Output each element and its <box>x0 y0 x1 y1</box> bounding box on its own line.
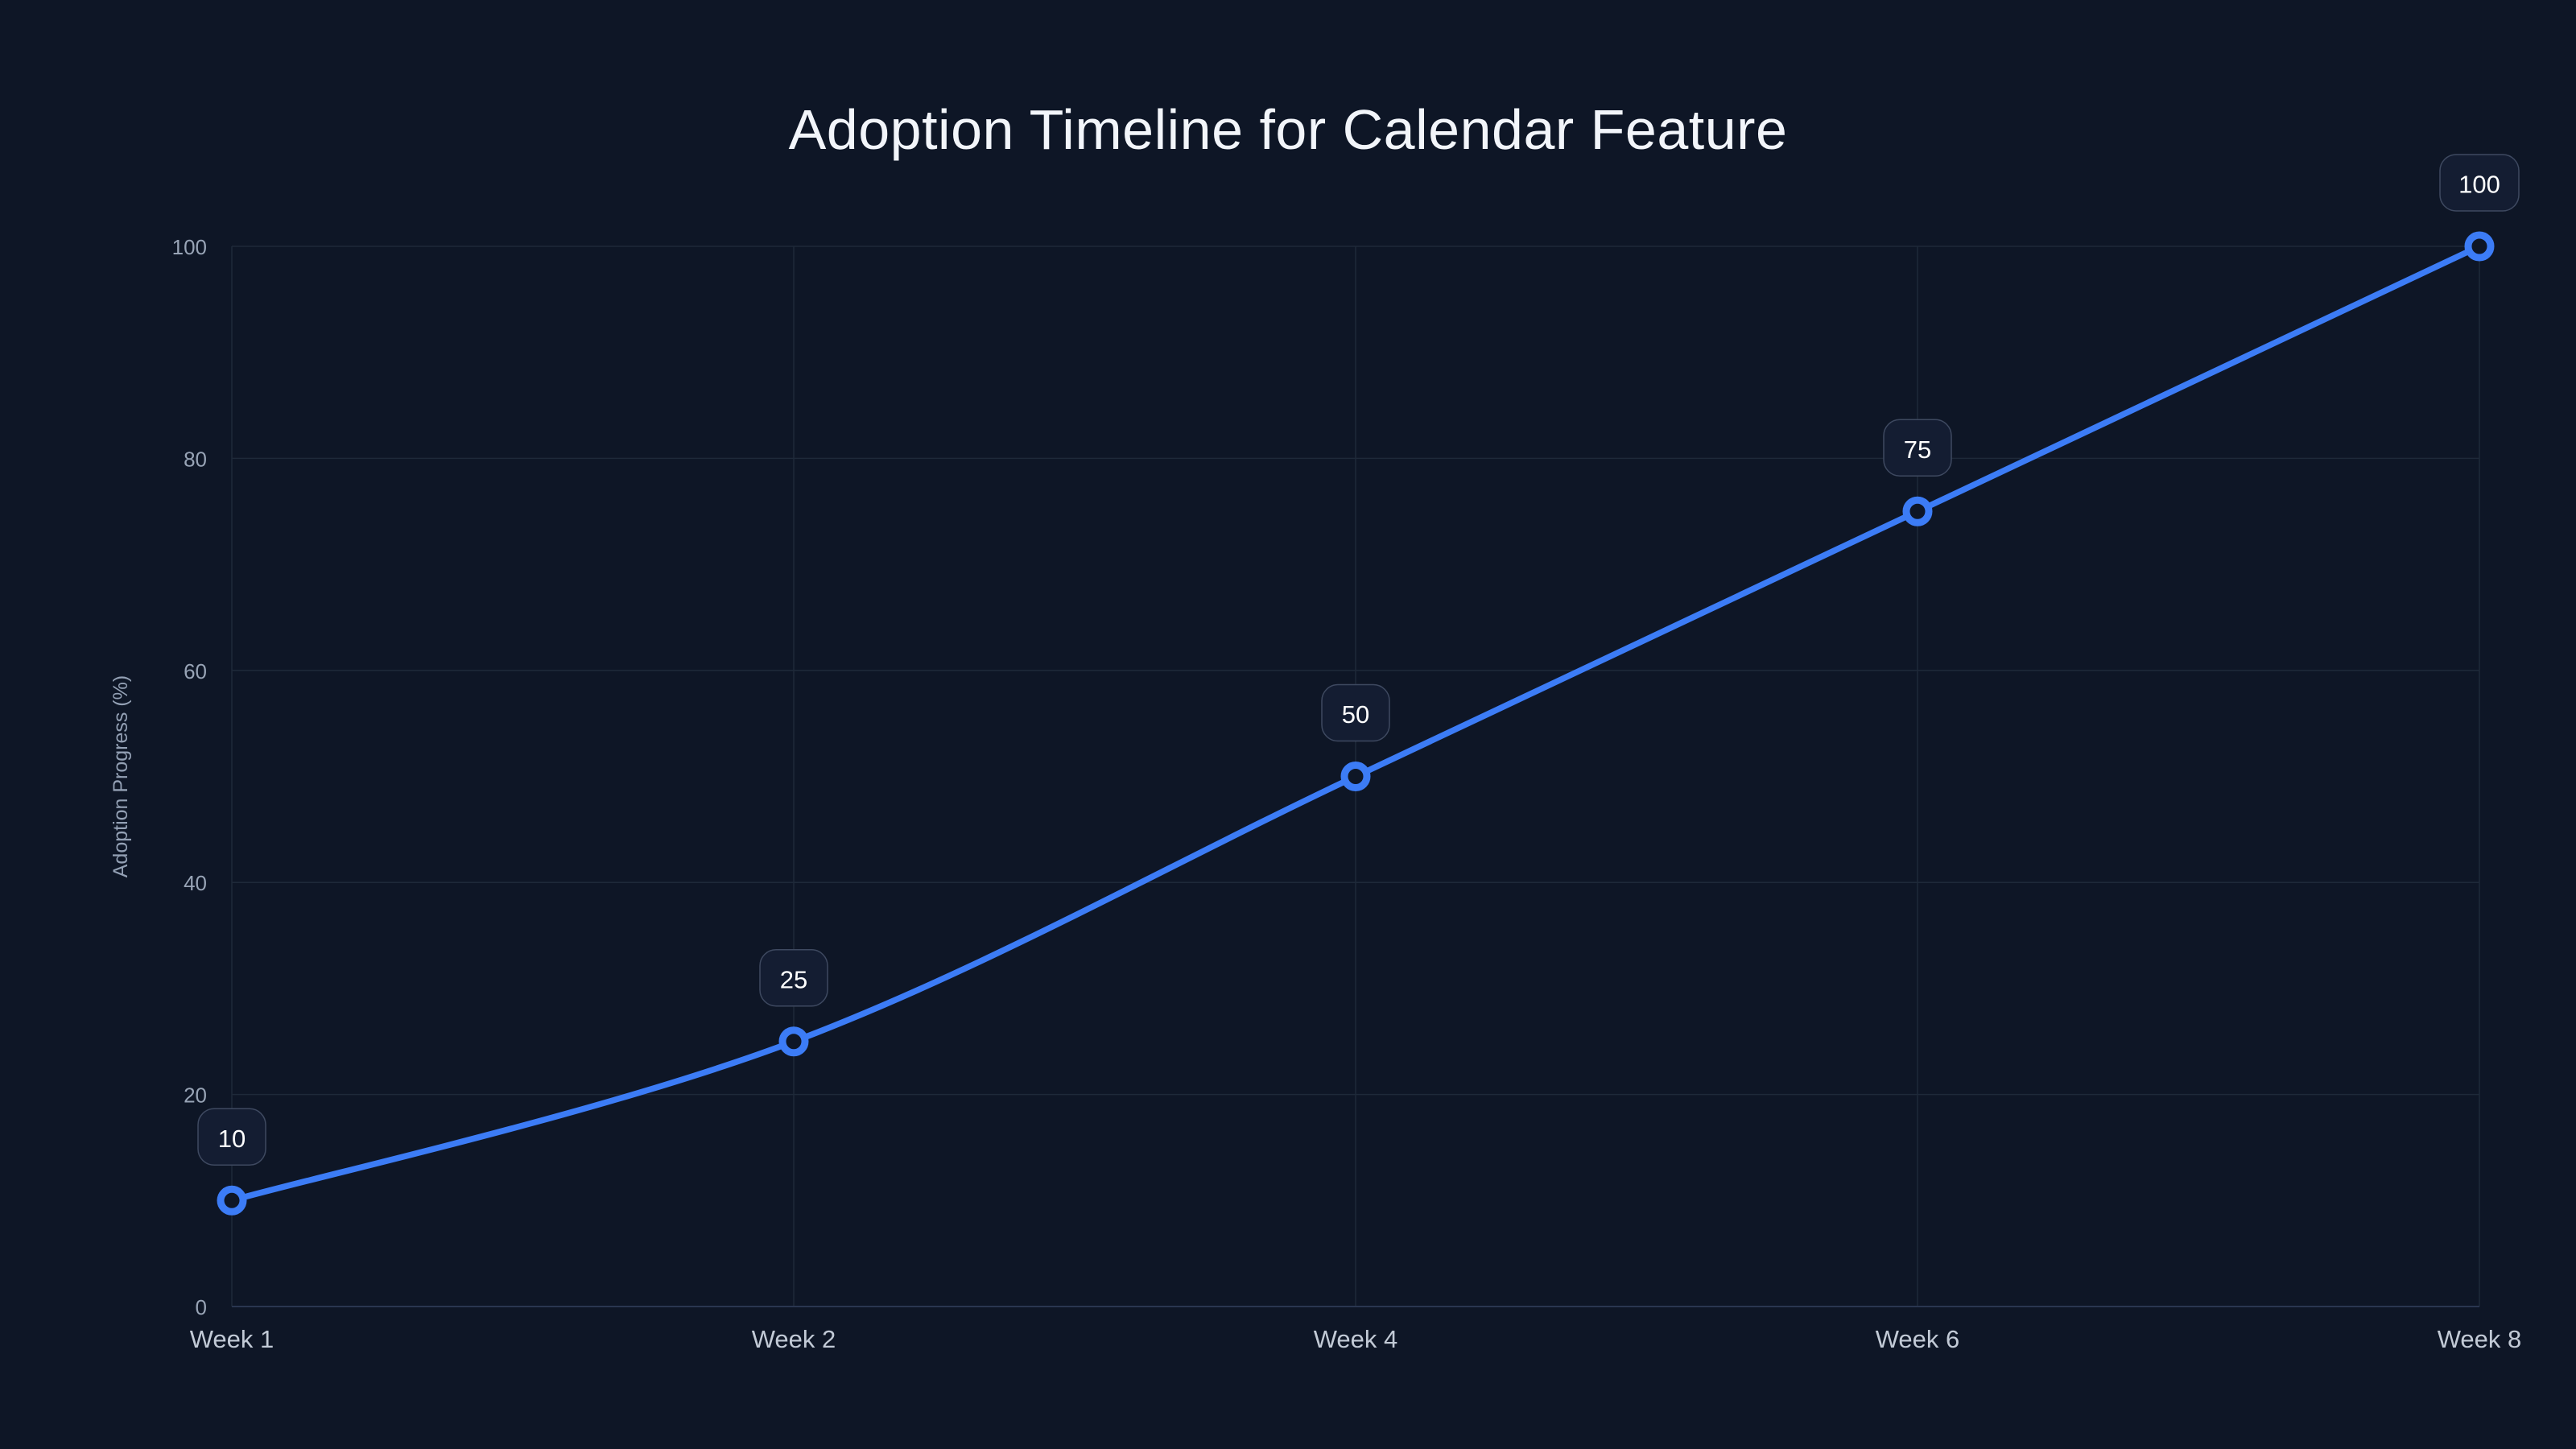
x-tick-label: Week 6 <box>1876 1325 1960 1353</box>
data-point-marker[interactable] <box>1902 496 1933 526</box>
point-label-box <box>2439 154 2520 212</box>
y-tick-label: 20 <box>184 1084 207 1108</box>
y-tick-label: 80 <box>184 447 207 471</box>
data-point-marker[interactable] <box>778 1026 809 1057</box>
point-label: 75 <box>1904 436 1931 464</box>
data-point-marker[interactable] <box>2464 231 2495 262</box>
x-tick-label: Week 2 <box>752 1325 836 1353</box>
point-label-box <box>1883 419 1952 477</box>
x-tick-label: Week 1 <box>190 1325 275 1353</box>
y-axis-title: Adoption Progress (%) <box>109 675 132 878</box>
point-label: 10 <box>218 1125 246 1153</box>
y-tick-label: 100 <box>172 235 207 259</box>
point-label-box <box>197 1108 266 1166</box>
point-label-box <box>1321 683 1390 742</box>
point-label: 100 <box>2458 171 2500 199</box>
point-label: 50 <box>1342 700 1369 729</box>
data-point-marker[interactable] <box>1340 762 1371 791</box>
y-tick-label: 40 <box>184 871 207 895</box>
y-tick-label: 0 <box>196 1295 207 1319</box>
point-label: 25 <box>780 965 807 993</box>
chart-title: Adoption Timeline for Calendar Feature <box>788 98 1788 161</box>
data-point-marker[interactable] <box>217 1185 247 1216</box>
y-tick-label: 60 <box>184 659 207 683</box>
x-tick-label: Week 8 <box>2438 1325 2522 1353</box>
point-label-box <box>759 949 828 1007</box>
x-tick-label: Week 4 <box>1314 1325 1398 1353</box>
